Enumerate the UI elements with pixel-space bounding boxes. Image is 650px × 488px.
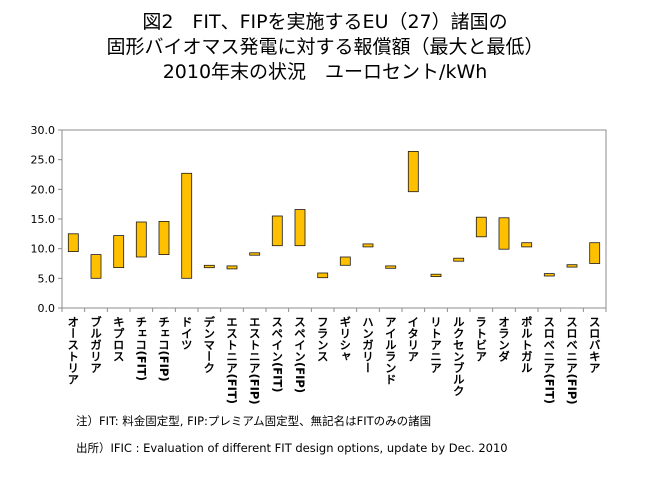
y-tick-label: 15.0 — [31, 213, 56, 226]
x-tick-label: スペイン(FIT) — [270, 316, 284, 393]
range-bar — [339, 256, 351, 266]
range-bar — [317, 272, 329, 279]
range-bar — [362, 243, 374, 248]
range-bar — [226, 265, 238, 270]
range-bar — [589, 242, 601, 264]
x-tick-label: ギリシャ — [338, 315, 352, 362]
y-axis: 0.0 5.0 10.0 15.0 20.0 25.0 30.0 — [31, 124, 62, 315]
x-tick-label: チェコ(FIT) — [134, 316, 148, 381]
range-bar — [67, 233, 79, 253]
range-bar — [271, 215, 283, 247]
x-tick-label: スペイン(FIP) — [293, 316, 307, 393]
x-tick-label: ルクセンブルク — [452, 316, 466, 397]
range-bar — [135, 221, 147, 258]
x-tick-label: キプロス — [112, 316, 126, 362]
range-bar — [294, 209, 306, 247]
x-tick-label: フランス — [316, 316, 330, 362]
y-tick-label: 30.0 — [31, 124, 56, 137]
range-bar — [498, 217, 510, 250]
x-tick-label: スロベニア(FIP) — [565, 316, 579, 405]
y-tick-label: 10.0 — [31, 243, 56, 256]
x-tick-label: オーストリア — [66, 316, 80, 385]
x-tick-label: アイルランド — [384, 316, 398, 385]
x-tick-label: イタリア — [406, 316, 420, 362]
range-bar — [385, 265, 397, 269]
x-tick-label: ドイツ — [180, 316, 194, 351]
range-bar — [249, 252, 261, 256]
range-bar — [453, 257, 465, 262]
range-bar — [521, 242, 533, 248]
x-tick-label: ポルトガル — [520, 315, 534, 373]
bar-series — [67, 150, 601, 279]
chart-title-line3: 2010年末の状況 ユーロセント/kWh — [162, 61, 488, 83]
chart-title-line1: 図2 FIT、FIPを実施するEU（27）諸国の — [142, 11, 508, 33]
range-bar — [158, 220, 170, 255]
range-bar — [475, 216, 487, 238]
x-tick-label: ラトビア — [474, 316, 488, 362]
range-bar — [543, 273, 555, 277]
range-bar — [90, 254, 102, 279]
x-tick-label: チェコ(FIP) — [157, 316, 171, 382]
range-bar — [203, 264, 215, 269]
x-tick-label: オランダ — [497, 316, 511, 362]
plot-area — [61, 129, 607, 309]
x-tick-label: ブルガリア — [89, 315, 103, 373]
x-tick-label: エストニア(FIP) — [248, 316, 262, 405]
range-bar — [566, 264, 578, 268]
footnote-legend: 注）FIT: 料金固定型, FIP:プレミアム固定型、無記名はFITのみの諸国 — [76, 414, 432, 428]
y-tick-label: 25.0 — [31, 154, 56, 167]
y-tick-label: 0.0 — [38, 302, 56, 315]
y-tick-label: 20.0 — [31, 183, 56, 196]
x-tick-label: スロベニア(FIT) — [542, 316, 556, 404]
range-bar — [430, 273, 442, 278]
x-tick-label: デンマーク — [202, 315, 216, 373]
y-tick-label: 5.0 — [38, 272, 56, 285]
x-tick-label: ハンガリー — [361, 316, 375, 374]
chart-title-line2: 固形バイオマス発電に対する報償額（最大と最低） — [106, 36, 544, 58]
x-tick-label: リトアニア — [429, 316, 443, 374]
x-tick-labels: オーストリア ブルガリア キプロス チェコ(FIT) チェコ(FIP) ドイツ デンマークエ… — [66, 315, 601, 404]
x-axis — [61, 308, 607, 312]
range-bar — [113, 235, 125, 269]
x-tick-label: エストニア(FIT) — [225, 316, 239, 404]
x-tick-label: スロバキア — [588, 316, 602, 374]
footnote-source: 出所）IFIC : Evaluation of different FIT de… — [76, 441, 508, 455]
range-bar — [181, 172, 193, 279]
range-bar — [407, 150, 419, 193]
